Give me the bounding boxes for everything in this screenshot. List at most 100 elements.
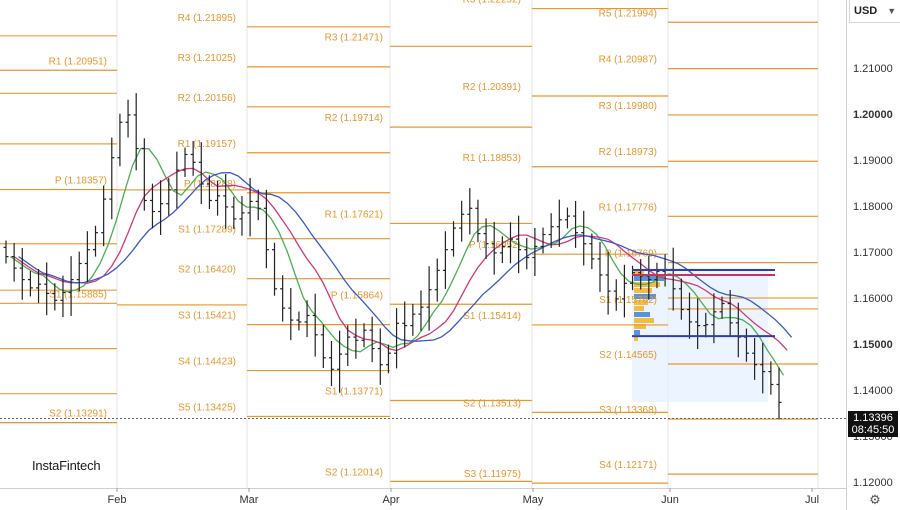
- pivot-label: S4 (1.14423): [178, 357, 236, 368]
- profile-bar: [634, 288, 652, 293]
- price-axis[interactable]: 1.21000 1.20000 1.19000 1.18000 1.17000 1.160…: [853, 63, 893, 489]
- ohlc-bar: [304, 300, 310, 338]
- ohlc-bar: [44, 262, 50, 316]
- pivot-label: R5 (1.21994): [599, 8, 657, 19]
- ohlc-bar: [434, 258, 440, 302]
- time-tick-label: Feb: [108, 494, 127, 506]
- ohlc-bar: [158, 180, 164, 235]
- time-axis[interactable]: Feb Mar Apr May Jun Jul: [108, 488, 820, 506]
- horizontal-lines: [0, 268, 846, 419]
- price-tick-label: 1.18000: [853, 201, 893, 213]
- pivot-label: R3 (1.21025): [178, 53, 236, 64]
- gear-icon[interactable]: ⚙: [869, 492, 881, 507]
- ohlc-bar: [369, 316, 375, 363]
- ohlc-bar: [280, 275, 286, 322]
- ohlc-bar: [752, 338, 758, 380]
- ohlc-bar: [426, 266, 432, 331]
- profile-bar: [634, 300, 648, 305]
- profile-bar: [634, 336, 638, 341]
- ohlc-bar: [507, 222, 513, 264]
- ohlc-bar: [101, 185, 107, 247]
- pivot-label: R3 (1.22292): [463, 0, 521, 6]
- time-tick-label: Jun: [661, 494, 679, 506]
- pivot-label: R4 (1.20987): [599, 55, 657, 66]
- ohlc-bar: [19, 247, 25, 300]
- ohlc-bar: [27, 271, 33, 297]
- current-price-value: 1.13396: [853, 412, 893, 424]
- ohlc-bar: [11, 243, 17, 282]
- currency-selector[interactable]: USD ▼: [849, 0, 900, 23]
- ohlc-bar: [345, 325, 351, 366]
- ohlc-bar: [117, 113, 123, 167]
- ohlc-bar: [394, 308, 400, 369]
- ohlc-bar: [141, 138, 147, 211]
- ohlc-bar: [182, 147, 188, 178]
- pivot-label: R4 (1.21895): [178, 13, 236, 24]
- ohlc-bar: [402, 301, 408, 348]
- current-price-badge: 1.13396 08:45:50: [848, 411, 898, 437]
- pivot-label: R2 (1.18973): [599, 147, 657, 158]
- profile-bar: [634, 330, 640, 335]
- ohlc-bar: [353, 318, 359, 359]
- ohlc-bar: [703, 312, 709, 338]
- pivot-label: S1 (1.15885): [49, 289, 107, 300]
- ohlc-bar: [589, 233, 595, 270]
- ohlc-bar: [125, 99, 131, 138]
- pivot-label: S2 (1.13291): [49, 409, 107, 420]
- pivot-label: S2 (1.14565): [599, 350, 657, 361]
- ohlc-bar: [263, 189, 269, 269]
- ohlc-bar: [760, 342, 766, 394]
- ohlc-bar: [719, 296, 725, 319]
- ohlc-bar: [337, 330, 343, 393]
- pivot-label: R1 (1.17621): [325, 209, 383, 220]
- ohlc-bar: [3, 240, 9, 264]
- ohlc-bar: [442, 231, 448, 289]
- price-tick-label: 1.21000: [853, 63, 893, 75]
- profile-bar: [634, 324, 646, 329]
- price-tick-label: 1.17000: [853, 247, 893, 259]
- ohlc-bar: [52, 283, 58, 311]
- ohlc-bar: [223, 174, 229, 229]
- ohlc-bar: [686, 292, 692, 339]
- ohlc-bar: [524, 237, 530, 270]
- pivot-label: R2 (1.20156): [178, 93, 236, 104]
- profile-bar: [634, 312, 650, 317]
- ohlc-bar: [68, 256, 74, 316]
- ohlc-bar: [312, 293, 318, 357]
- ohlc-bar: [385, 344, 391, 374]
- ohlc-bar: [483, 218, 489, 259]
- price-tick-label: 1.12000: [853, 477, 893, 489]
- pivot-label: S1 (1.15762): [599, 295, 657, 306]
- time-tick-label: Mar: [240, 494, 259, 506]
- ohlc-bar: [532, 227, 538, 277]
- pivot-label: R1 (1.17776): [599, 202, 657, 213]
- ohlc-bar: [190, 140, 196, 176]
- ohlc-bar: [36, 269, 42, 304]
- ohlc-bar: [296, 311, 302, 331]
- ohlc-bar: [459, 200, 465, 242]
- ohlc-bar: [727, 289, 733, 337]
- price-tick-label: 1.16000: [853, 293, 893, 305]
- pivot-label: P (1.16769): [605, 249, 657, 260]
- ohlc-bar: [247, 177, 253, 237]
- pivot-label: S2 (1.16420): [178, 265, 236, 276]
- ohlc-bar: [255, 189, 261, 221]
- chart-grid: [0, 0, 847, 510]
- pivot-label: R2 (1.20391): [463, 82, 521, 93]
- ohlc-bar: [149, 183, 155, 229]
- volume-profile: [632, 268, 768, 402]
- pivot-label: S2 (1.12014): [325, 467, 383, 478]
- ohlc-bar: [239, 196, 245, 236]
- price-tick-label: 1.15000: [853, 339, 893, 351]
- ohlc-bar: [491, 221, 497, 275]
- ohlc-bar: [695, 298, 701, 350]
- pivot-label: R1 (1.18853): [463, 153, 521, 164]
- ohlc-bar: [621, 264, 627, 318]
- ohlc-bar: [320, 324, 326, 369]
- pivot-label: R1 (1.19157): [178, 139, 236, 150]
- ohlc-bar: [206, 175, 212, 210]
- ohlc-bar: [60, 275, 66, 318]
- ohlc-bar: [548, 213, 554, 249]
- ohlc-bar: [605, 251, 611, 315]
